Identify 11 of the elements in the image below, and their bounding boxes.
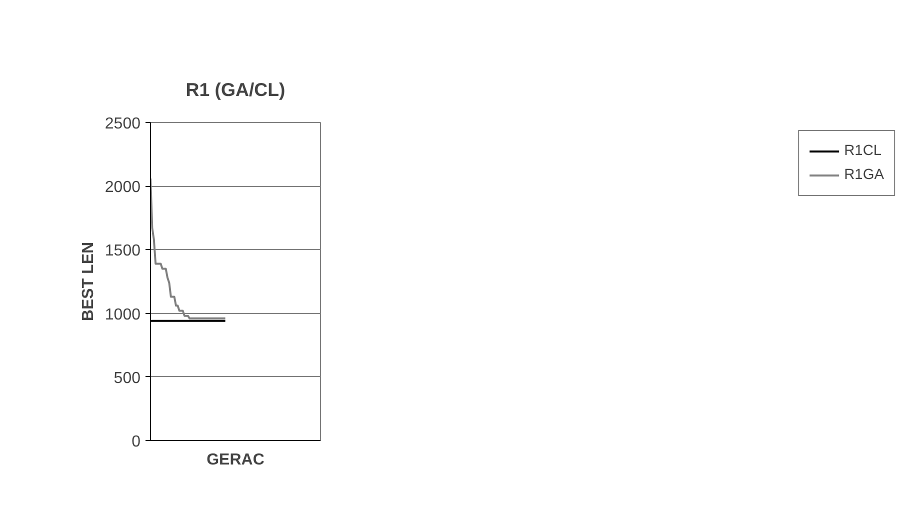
y-tick-label: 1000 bbox=[104, 306, 141, 324]
legend-label: R1GA bbox=[844, 167, 884, 183]
y-axis-title: BEST LEN bbox=[80, 242, 97, 322]
chart-title: R1 (GA/CL) bbox=[186, 79, 286, 100]
x-axis-title: GERAC bbox=[206, 452, 265, 468]
y-tick-label: 2000 bbox=[104, 179, 141, 196]
y-tick-label: 0 bbox=[132, 434, 141, 450]
legend-label: R1CL bbox=[844, 143, 882, 159]
y-tick-label: 500 bbox=[114, 370, 141, 387]
y-tick-label: 2500 bbox=[104, 116, 141, 132]
y-tick-label: 1500 bbox=[104, 242, 141, 260]
